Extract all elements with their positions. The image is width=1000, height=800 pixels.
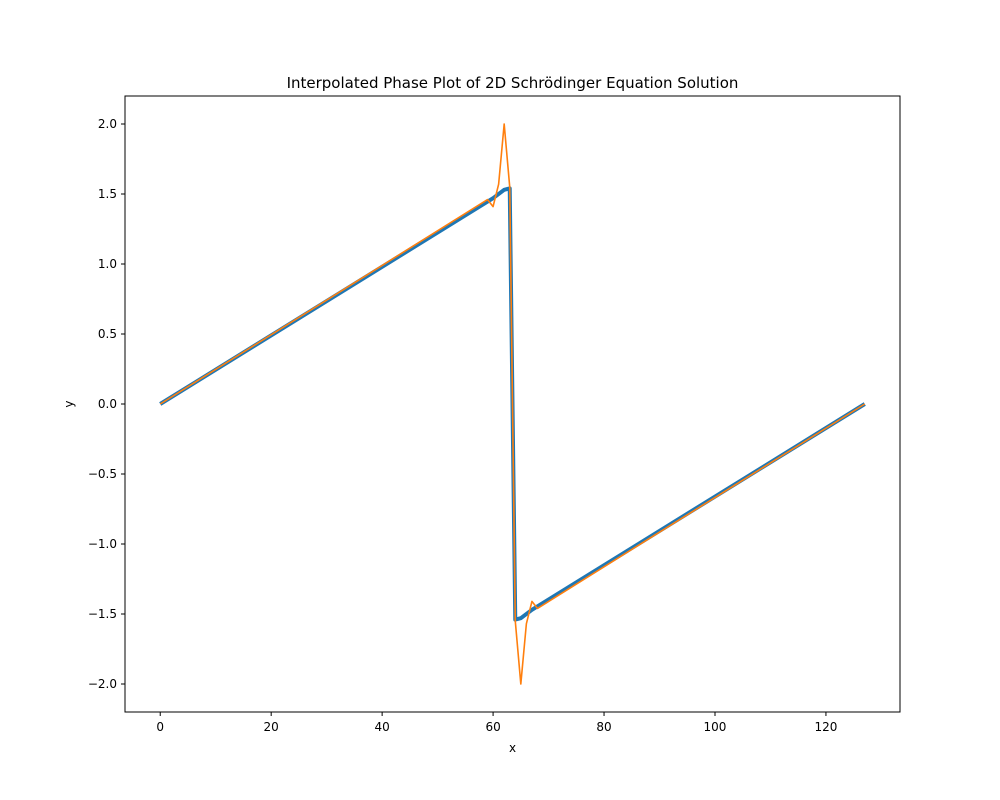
x-tick-label: 40	[374, 720, 389, 734]
x-tick-label: 20	[264, 720, 279, 734]
x-axis-ticks: 0 20 40 60 80 100 120	[156, 712, 837, 734]
y-axis-label: y	[62, 400, 76, 407]
y-tick-label: 2.0	[98, 117, 117, 131]
y-tick-label: 0.5	[98, 327, 117, 341]
y-tick-label: −1.5	[88, 607, 117, 621]
series-line-2	[159, 123, 866, 685]
x-tick-label: 100	[704, 720, 727, 734]
chart-title: Interpolated Phase Plot of 2D Schrödinge…	[287, 74, 739, 92]
y-tick-label: −2.0	[88, 677, 117, 691]
x-tick-label: 0	[156, 720, 164, 734]
y-tick-label: −0.5	[88, 467, 117, 481]
x-axis-label: x	[509, 741, 516, 755]
x-tick-label: 120	[814, 720, 837, 734]
series-layer	[159, 123, 866, 685]
y-tick-label: −1.0	[88, 537, 117, 551]
y-tick-label: 1.5	[98, 187, 117, 201]
y-axis-ticks: −2.0 −1.5 −1.0 −0.5 0.0 0.5 1.0 1.5 2.0	[88, 117, 125, 691]
x-tick-label: 80	[596, 720, 611, 734]
y-tick-label: 0.0	[98, 397, 117, 411]
x-tick-label: 60	[485, 720, 500, 734]
y-tick-label: 1.0	[98, 257, 117, 271]
